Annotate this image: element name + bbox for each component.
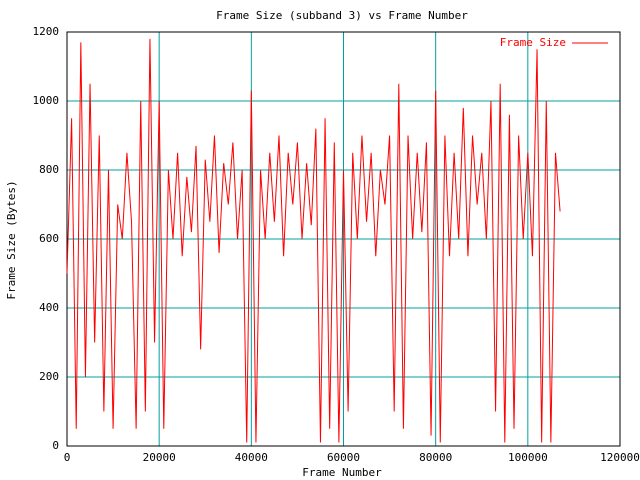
x-axis-label: Frame Number bbox=[302, 466, 382, 479]
y-tick-label: 1200 bbox=[33, 25, 60, 38]
y-tick-label: 0 bbox=[52, 439, 59, 452]
y-tick-label: 400 bbox=[39, 301, 59, 314]
x-tick-label: 60000 bbox=[327, 451, 360, 464]
y-tick-label: 600 bbox=[39, 232, 59, 245]
x-tick-label: 40000 bbox=[235, 451, 268, 464]
y-tick-label: 1000 bbox=[33, 94, 60, 107]
x-tick-label: 80000 bbox=[419, 451, 452, 464]
x-tick-label: 120000 bbox=[600, 451, 640, 464]
data-line bbox=[66, 38, 561, 443]
y-tick-label: 800 bbox=[39, 163, 59, 176]
x-tick-label: 100000 bbox=[508, 451, 548, 464]
chart-title: Frame Size (subband 3) vs Frame Number bbox=[216, 9, 468, 22]
x-tick-label: 0 bbox=[64, 451, 71, 464]
y-axis-label: Frame Size (Bytes) bbox=[5, 180, 18, 299]
plot-frame bbox=[66, 31, 621, 447]
y-tick-label: 200 bbox=[39, 370, 59, 383]
x-tick-label: 20000 bbox=[143, 451, 176, 464]
legend-label: Frame Size bbox=[500, 36, 566, 49]
